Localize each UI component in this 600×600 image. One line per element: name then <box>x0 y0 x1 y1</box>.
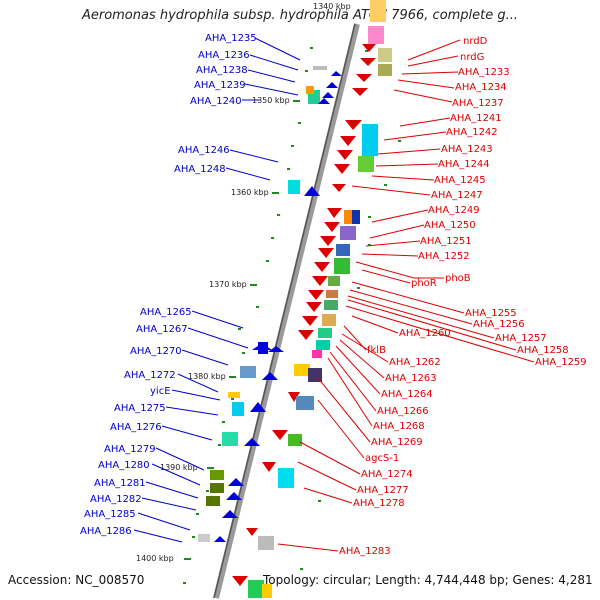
gene-label-left: AHA_1280 <box>98 460 150 471</box>
gene-label-right: AHA_1243 <box>441 144 493 155</box>
topology-text: Topology: circular; Length: 4,744,448 bp… <box>263 573 593 587</box>
gene-label-left: AHA_1248 <box>174 164 226 175</box>
gene-label-left: AHA_1279 <box>104 444 156 455</box>
gene-label-right: AHA_1268 <box>373 421 425 432</box>
gene-label-left: AHA_1276 <box>110 422 162 433</box>
gene-label-right: AHA_1274 <box>361 469 413 480</box>
gene-label-right: AHA_1266 <box>377 406 429 417</box>
scale: 1340 kbp 1350 kbp 1360 kbp 1370 kbp 1380… <box>136 2 351 563</box>
gene-label-right: AHA_1255 <box>465 308 517 319</box>
gene-label-right: AHA_1242 <box>446 127 498 138</box>
gene-label-right: fklB <box>367 345 386 356</box>
gene-label-right: AHA_1249 <box>428 205 480 216</box>
gene-label-left: yicE <box>150 386 171 397</box>
gene-label-left: AHA_1275 <box>114 403 166 414</box>
kbp-label: 1360 kbp <box>231 188 269 197</box>
gene-label-left: AHA_1235 <box>205 33 257 44</box>
kbp-label: 1370 kbp <box>209 280 247 289</box>
gene-label-right: AHA_1245 <box>434 175 486 186</box>
gene-label-left: AHA_1265 <box>140 307 192 318</box>
minor-ticks <box>183 47 401 584</box>
gene-label-left: AHA_1286 <box>80 526 132 537</box>
left-genes <box>198 66 342 542</box>
gene-label-right: AHA_1263 <box>385 373 437 384</box>
gene-label-right: AHA_1247 <box>431 190 483 201</box>
gene-label-right: AHA_1258 <box>517 345 569 356</box>
gene-label-left: AHA_1240 <box>190 96 242 107</box>
gene-label-right: AHA_1241 <box>450 113 502 124</box>
gene-label-right: AHA_1283 <box>339 546 391 557</box>
gene-label-left: AHA_1282 <box>90 494 142 505</box>
gene-label-right: AHA_1269 <box>371 437 423 448</box>
gene-label-right: AHA_1278 <box>353 498 405 509</box>
kbp-label: 1340 kbp <box>313 2 351 11</box>
right-labels: nrdD nrdG AHA_1233 AHA_1234 AHA_1237 AHA… <box>277 36 587 557</box>
gene-label-right: AHA_1234 <box>455 82 507 93</box>
gene-label-right: AHA_1257 <box>495 333 547 344</box>
gene-label-left: AHA_1281 <box>94 478 146 489</box>
backbone <box>213 23 360 599</box>
kbp-label: 1390 kbp <box>160 463 198 472</box>
gene-label-right: agcS-1 <box>365 453 399 464</box>
gene-label-right: AHA_1264 <box>381 389 433 400</box>
gene-label-left: AHA_1238 <box>196 65 248 76</box>
gene-label-right: phoR <box>411 278 437 289</box>
gene-label-left: AHA_1270 <box>130 346 182 357</box>
gene-label-right: nrdG <box>460 52 484 63</box>
gene-label-right: AHA_1252 <box>418 251 470 262</box>
gene-label-right: AHA_1237 <box>452 98 504 109</box>
gene-label-right: AHA_1250 <box>424 220 476 231</box>
gene-label-right: AHA_1260 <box>399 328 451 339</box>
gene-label-left: AHA_1285 <box>84 509 136 520</box>
kbp-label: 1350 kbp <box>252 96 290 105</box>
kbp-label: 1400 kbp <box>136 554 174 563</box>
gene-label-right: AHA_1262 <box>389 357 441 368</box>
gene-label-left: AHA_1246 <box>178 145 230 156</box>
gene-label-right: AHA_1277 <box>357 485 409 496</box>
gene-label-right: AHA_1251 <box>420 236 472 247</box>
gene-label-right: AHA_1256 <box>473 319 525 330</box>
kbp-label: 1380 kbp <box>188 372 226 381</box>
gene-label-right: AHA_1259 <box>535 357 587 368</box>
gene-label-right: phoB <box>445 273 471 284</box>
gene-label-right: AHA_1233 <box>458 67 510 78</box>
gene-label-left: AHA_1236 <box>198 50 250 61</box>
accession-text: Accession: NC_008570 <box>8 573 145 587</box>
gene-label-left: AHA_1267 <box>136 324 188 335</box>
gene-label-left: AHA_1239 <box>194 80 246 91</box>
map-title: Aeromonas hydrophila subsp. hydrophila A… <box>81 8 519 23</box>
gene-label-left: AHA_1272 <box>124 370 176 381</box>
gene-label-right: AHA_1244 <box>438 159 490 170</box>
left-labels: AHA_1235 AHA_1236 AHA_1238 AHA_1239 AHA_… <box>80 33 301 543</box>
gene-label-right: nrdD <box>463 36 488 47</box>
right-genes <box>232 0 392 598</box>
